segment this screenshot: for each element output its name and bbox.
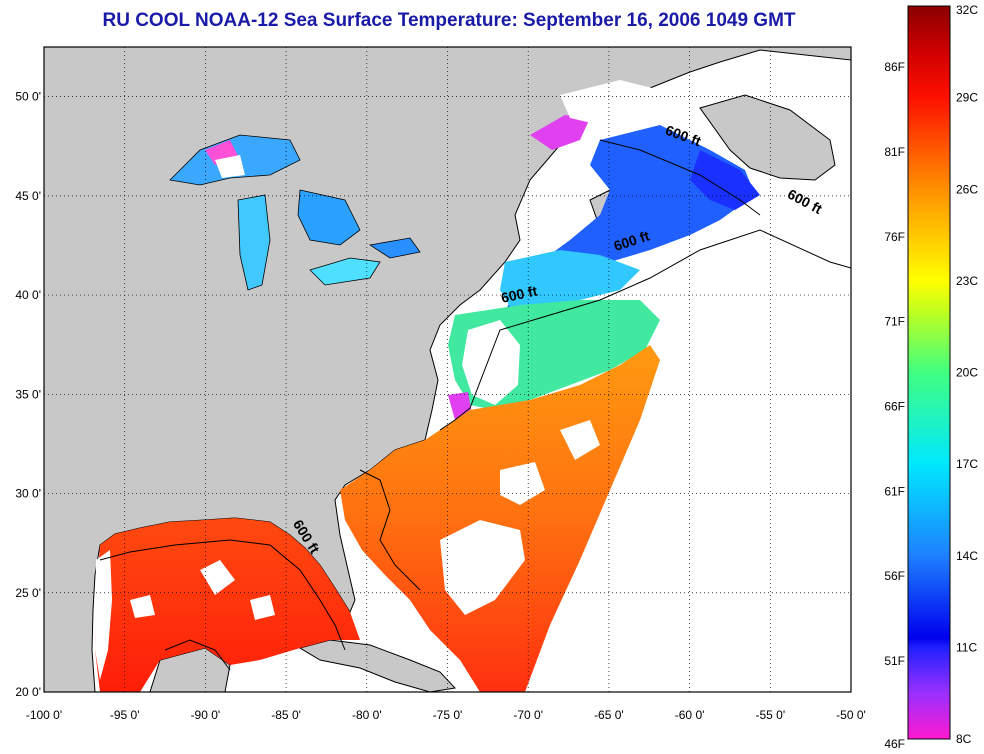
lon-tick-label: -85 0' xyxy=(271,708,301,722)
bathymetry-contours xyxy=(99,139,851,671)
lon-tick-label: -50 0' xyxy=(836,708,866,722)
land-cuba xyxy=(298,639,457,692)
gulf-of-mexico-warm-water xyxy=(95,518,360,692)
longitude-tick-labels: -100 0' -95 0' -90 0' -85 0' -80 0' -75 0' -70… xyxy=(26,708,866,722)
lon-tick-label: -95 0' xyxy=(110,708,140,722)
gulf-shelf-white xyxy=(95,550,112,680)
gulf-pink-patch xyxy=(530,115,590,150)
land-newfoundland xyxy=(699,94,836,181)
lon-tick-label: -80 0' xyxy=(352,708,382,722)
lat-tick-label: 35 0' xyxy=(15,387,41,401)
lon-tick-label: -70 0' xyxy=(513,708,543,722)
gulf-white-patch xyxy=(560,80,660,125)
lon-tick-label: -60 0' xyxy=(675,708,705,722)
latitude-tick-labels: 50 0' 45 0' 40 0' 35 0' 30 0' 25 0' 20 0' xyxy=(15,90,41,699)
contour-label-600ft: 600 ft xyxy=(500,282,539,305)
lat-tick-label: 25 0' xyxy=(15,586,41,600)
lon-tick-label: -90 0' xyxy=(191,708,221,722)
lon-tick-label: -65 0' xyxy=(594,708,624,722)
great-lakes-sst xyxy=(169,134,421,291)
labrador-cold xyxy=(690,150,760,210)
lat-tick-label: 50 0' xyxy=(15,90,41,104)
lat-tick-label: 40 0' xyxy=(15,288,41,302)
atlantic-clouds xyxy=(130,420,600,620)
lat-tick-label: 45 0' xyxy=(15,189,41,203)
mid-atlantic-cloud xyxy=(462,320,520,405)
lon-tick-label: -75 0' xyxy=(433,708,463,722)
map-title: RU COOL NOAA-12 Sea Surface Temperature:… xyxy=(102,10,796,31)
lon-tick-label: -100 0' xyxy=(26,708,62,722)
lat-tick-label: 20 0' xyxy=(15,685,41,699)
gulf-maine-cyan xyxy=(500,250,640,315)
lon-tick-label: -55 0' xyxy=(755,708,785,722)
plot-frame xyxy=(43,46,852,693)
lat-tick-label: 30 0' xyxy=(15,487,41,501)
